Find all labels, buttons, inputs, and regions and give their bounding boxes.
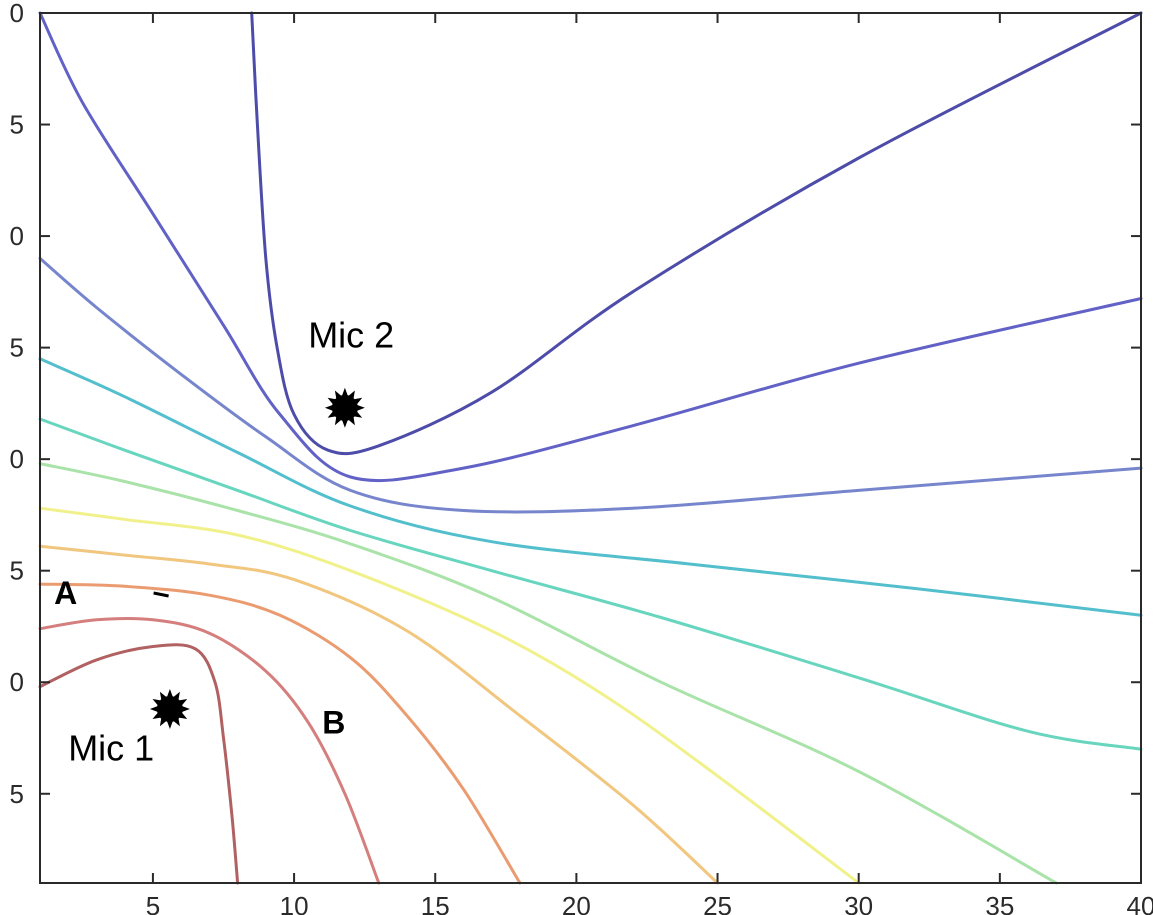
annotation-label-a: A (54, 575, 77, 611)
y-tick-label: 5 (10, 556, 24, 586)
contour-line-9 (38, 582, 522, 885)
x-tick-label: 5 (146, 891, 160, 915)
contour-line-3 (38, 256, 1143, 514)
mic-2-marker (324, 387, 365, 428)
contour-line-11 (38, 643, 240, 885)
contour-line-10 (38, 616, 381, 885)
y-tick-label: 5 (10, 110, 24, 140)
y-tick-label: 0 (10, 667, 24, 697)
x-tick-label: 35 (985, 891, 1014, 915)
x-tick-label: 25 (703, 891, 732, 915)
y-tick-label: 0 (10, 221, 24, 251)
small-dash-marker (153, 591, 169, 598)
contour-line-5 (38, 417, 1143, 751)
contour-line-2 (38, 11, 1143, 483)
mic-1-marker (149, 689, 190, 729)
y-tick-label: 5 (10, 333, 24, 363)
annotation-label-mic-1: Mic 1 (68, 727, 154, 768)
x-tick-label: 30 (844, 891, 873, 915)
annotation-label-mic-2: Mic 2 (308, 315, 394, 356)
contour-line-6 (38, 462, 1058, 885)
contour-line-4 (38, 357, 1143, 617)
y-axis-ticks: 0 5 0 5 0 5 0 5 (10, 0, 1141, 809)
annotations: Mic 2 Mic 1 A B (54, 315, 394, 769)
contour-lines (38, 11, 1143, 885)
markers (149, 387, 365, 729)
contour-line-8 (38, 544, 719, 885)
contour-line-1 (250, 11, 1143, 456)
x-tick-label: 40 (1127, 891, 1153, 915)
x-tick-label: 15 (421, 891, 450, 915)
contour-line-7 (38, 506, 861, 885)
y-tick-label: 0 (10, 444, 24, 474)
x-axis-ticks: 5 10 15 20 25 30 35 40 (146, 13, 1153, 915)
y-tick-label: 5 (10, 779, 24, 809)
y-tick-label: 0 (10, 0, 24, 28)
x-tick-label: 20 (562, 891, 591, 915)
x-tick-label: 10 (280, 891, 309, 915)
plot-frame (39, 12, 1142, 884)
annotation-label-b: B (322, 705, 345, 741)
